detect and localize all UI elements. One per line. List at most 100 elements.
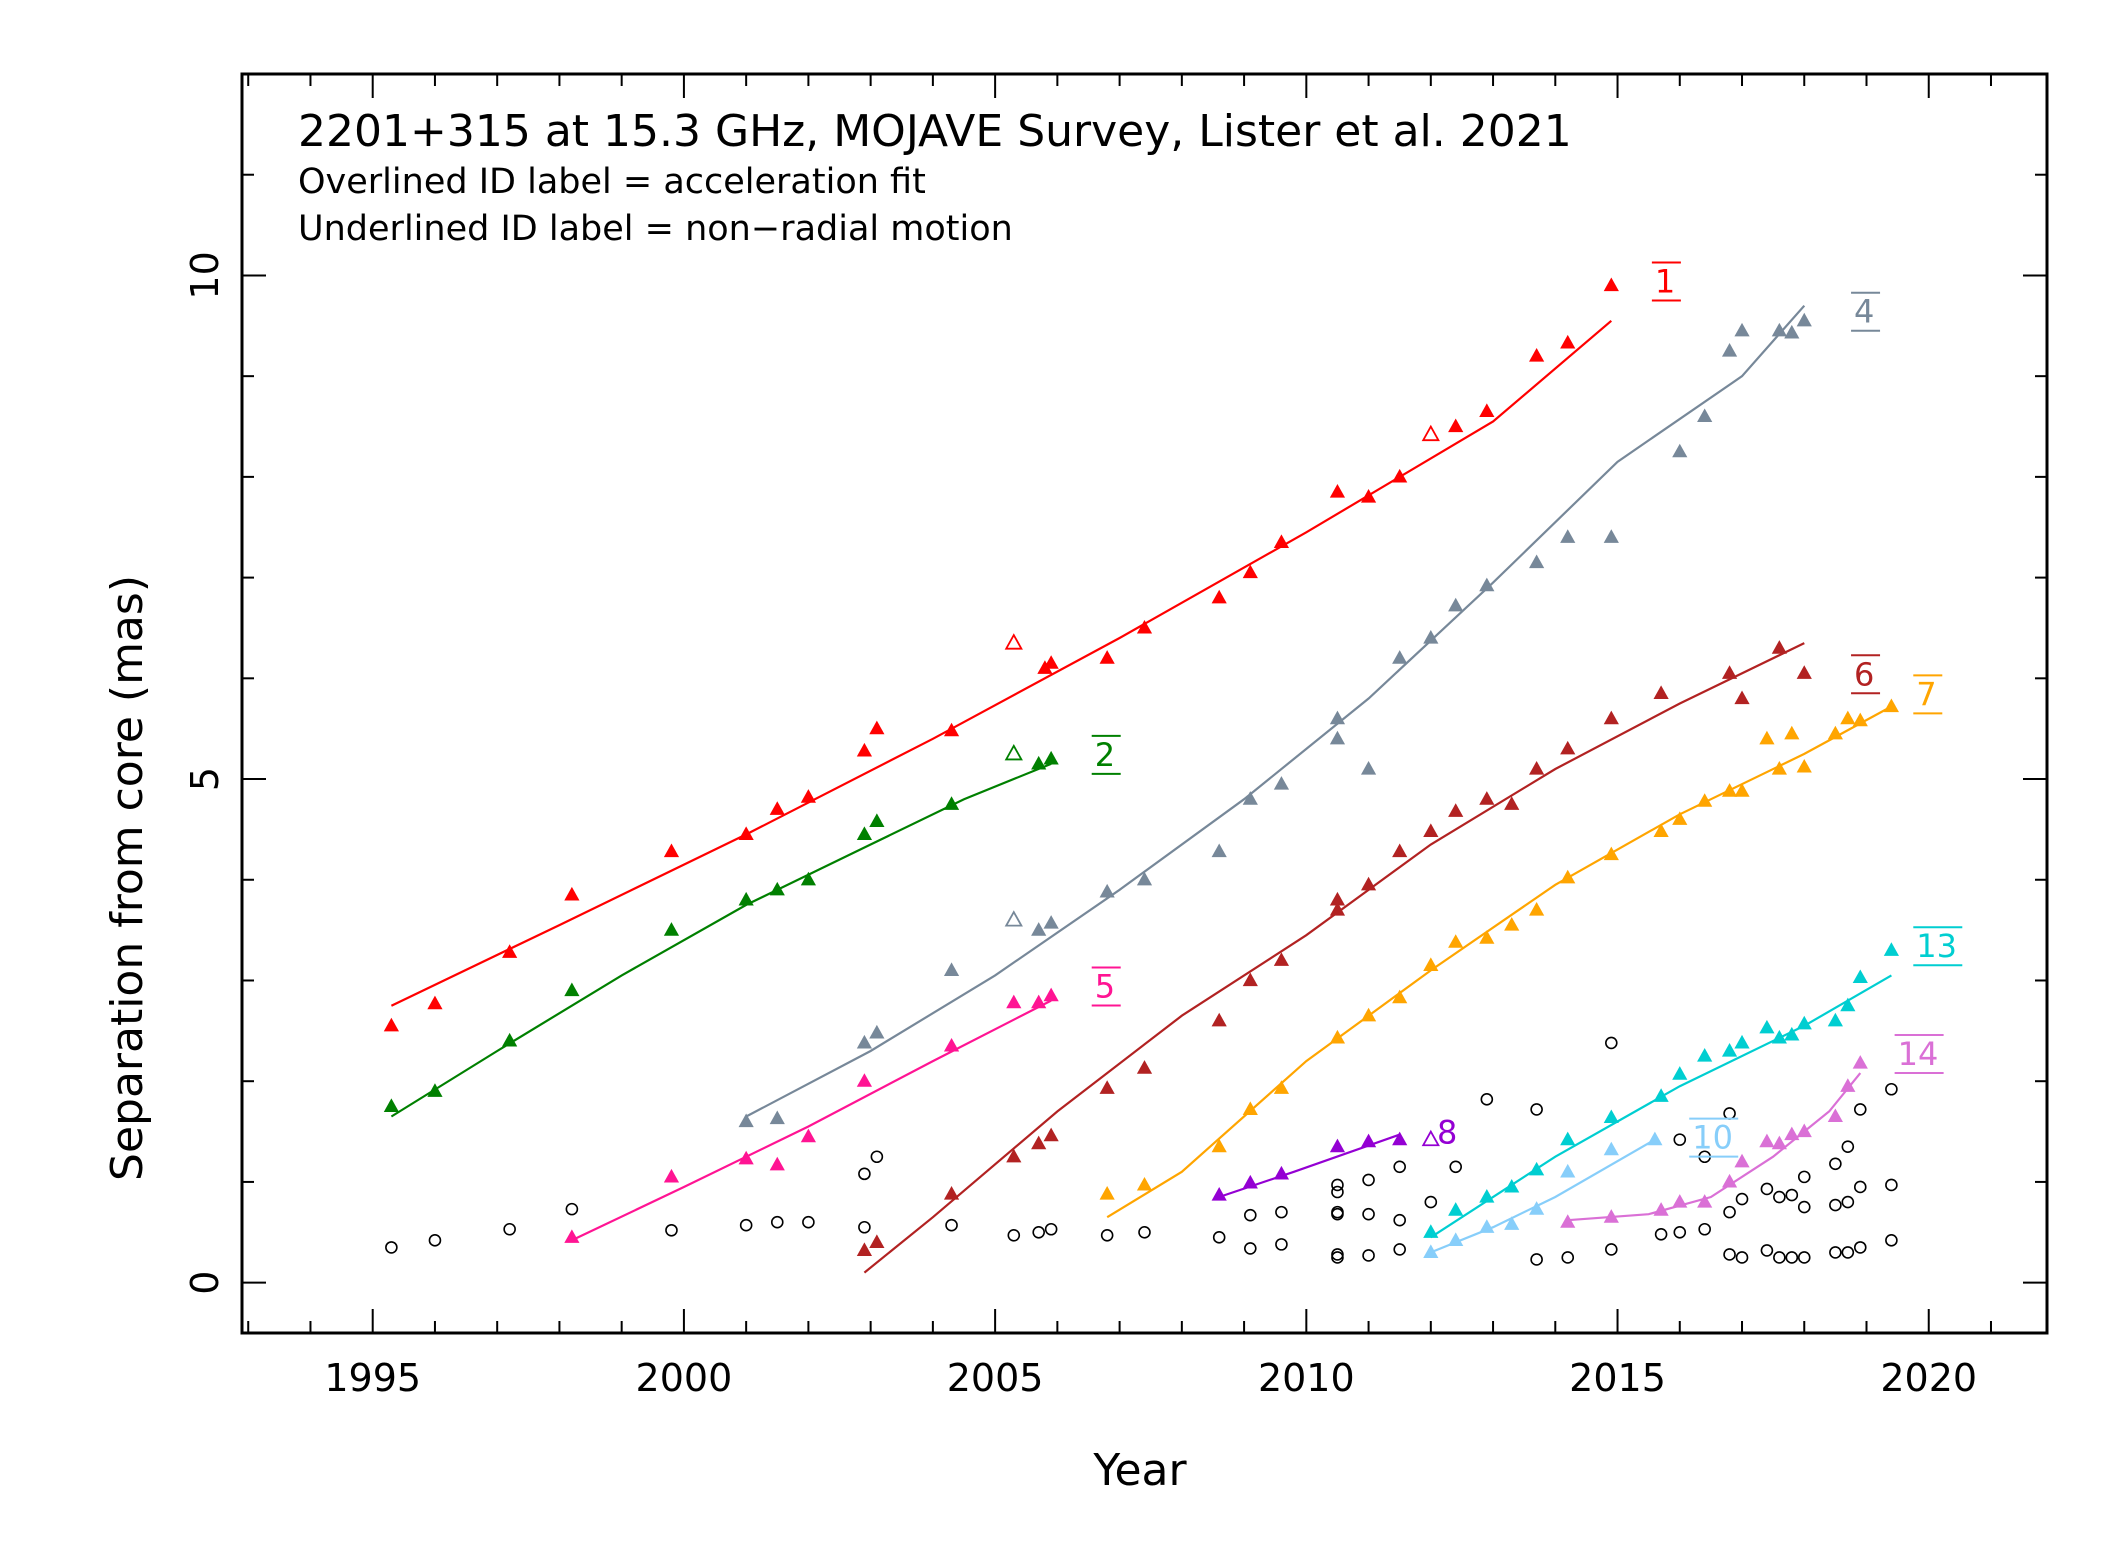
point-1 — [1603, 277, 1619, 292]
point-2 — [383, 1098, 399, 1112]
unassigned-point — [1138, 1225, 1151, 1239]
point-4 — [1392, 650, 1408, 664]
point-4 — [1136, 871, 1153, 886]
unassigned-point — [1393, 1160, 1406, 1174]
unassigned-point — [1362, 1173, 1375, 1187]
unassigned-point — [1393, 1213, 1406, 1227]
point-7 — [1242, 1101, 1258, 1116]
unassigned-point — [1773, 1190, 1786, 1204]
point-14 — [1697, 1194, 1713, 1208]
unassigned-point — [770, 1215, 784, 1229]
unassigned-point — [1530, 1103, 1543, 1116]
point-7 — [1504, 917, 1520, 931]
unassigned-point — [565, 1202, 579, 1216]
unassigned-point — [1698, 1222, 1711, 1236]
point-13 — [1721, 1042, 1738, 1057]
unassigned-point — [1244, 1242, 1257, 1255]
point-6 — [1734, 690, 1750, 705]
unassigned-point — [858, 1167, 871, 1181]
x-axis-label: Year — [1092, 1445, 1187, 1496]
point-4 — [1043, 915, 1059, 929]
unassigned-point — [1449, 1160, 1463, 1174]
unassigned-point — [1885, 1082, 1898, 1096]
open-point-2 — [1004, 744, 1023, 761]
unassigned-point — [858, 1220, 871, 1234]
unassigned-point — [1829, 1246, 1842, 1259]
unassigned-point — [1853, 1103, 1867, 1116]
unassigned-point — [1785, 1251, 1799, 1264]
point-7 — [1827, 725, 1843, 740]
component-label-14: 14 — [1898, 1035, 1939, 1073]
unassigned-point — [1331, 1178, 1344, 1192]
point-7 — [1840, 710, 1856, 725]
point-2 — [427, 1083, 443, 1097]
legend-note-nonradial: Underlined ID label = non−radial motion — [298, 209, 1013, 249]
component-labels: 1 2 4 5 6 7 8 10 13 14 — [1091, 261, 1963, 1158]
point-2 — [943, 796, 960, 810]
point-5 — [800, 1128, 816, 1143]
point-14 — [1721, 1173, 1738, 1188]
point-7 — [1784, 725, 1800, 740]
unassigned-point — [739, 1218, 753, 1232]
unassigned-point — [1723, 1248, 1736, 1261]
point-7 — [1721, 783, 1738, 797]
unassigned-point — [1673, 1225, 1687, 1239]
unassigned-point — [1853, 1180, 1867, 1194]
point-7 — [1734, 783, 1750, 797]
point-6 — [1653, 685, 1669, 700]
point-14 — [1672, 1194, 1688, 1208]
unassigned-point — [1362, 1207, 1375, 1221]
unassigned-point — [1829, 1198, 1842, 1212]
point-6 — [1392, 843, 1408, 858]
point-4 — [738, 1113, 754, 1128]
point-6 — [1796, 665, 1812, 679]
point-13 — [1448, 1202, 1464, 1216]
data-points — [383, 277, 1899, 1266]
y-tick-label: 0 — [183, 1271, 227, 1295]
point-2 — [800, 871, 816, 886]
point-14 — [1784, 1126, 1800, 1141]
unassigned-point — [1841, 1140, 1855, 1153]
point-10 — [1479, 1219, 1495, 1233]
point-6 — [1721, 665, 1738, 679]
point-7 — [1653, 823, 1669, 838]
point-1 — [1560, 334, 1576, 349]
unassigned-point — [1480, 1093, 1494, 1106]
x-tick-label: 2010 — [1258, 1356, 1355, 1400]
point-1 — [1043, 655, 1059, 669]
point-1 — [1136, 619, 1153, 634]
unassigned-point — [1362, 1249, 1375, 1262]
point-4 — [1448, 597, 1464, 612]
point-6 — [1031, 1135, 1047, 1150]
unassigned-point — [1885, 1234, 1898, 1247]
plot-frame — [240, 72, 2049, 1335]
legend-note-acceleration: Overlined ID label = acceleration fit — [298, 162, 926, 202]
unassigned-point — [1797, 1170, 1811, 1184]
point-4 — [1784, 324, 1800, 339]
unassigned-point — [1723, 1205, 1736, 1219]
point-8 — [1242, 1174, 1258, 1189]
point-4 — [1360, 760, 1377, 775]
point-4 — [1721, 342, 1738, 357]
unassigned-point — [1829, 1157, 1842, 1171]
point-6 — [1099, 1080, 1115, 1094]
point-7 — [1697, 793, 1713, 807]
point-1 — [769, 801, 785, 815]
fit-curve-4 — [745, 304, 1806, 1118]
unassigned-point — [1424, 1195, 1438, 1209]
point-1 — [869, 720, 885, 735]
point-7 — [1759, 730, 1775, 745]
point-8 — [1360, 1133, 1377, 1148]
unassigned-point — [1275, 1238, 1288, 1251]
point-1 — [1099, 650, 1115, 664]
point-14 — [1827, 1108, 1843, 1123]
point-6 — [1360, 876, 1377, 891]
point-7 — [1603, 846, 1619, 861]
unassigned-point — [1760, 1244, 1774, 1257]
point-13 — [1796, 1015, 1812, 1030]
point-1 — [663, 843, 680, 858]
point-5 — [943, 1037, 960, 1052]
y-axis-label: Separation from core (mas) — [102, 575, 153, 1181]
point-10 — [1423, 1244, 1439, 1259]
